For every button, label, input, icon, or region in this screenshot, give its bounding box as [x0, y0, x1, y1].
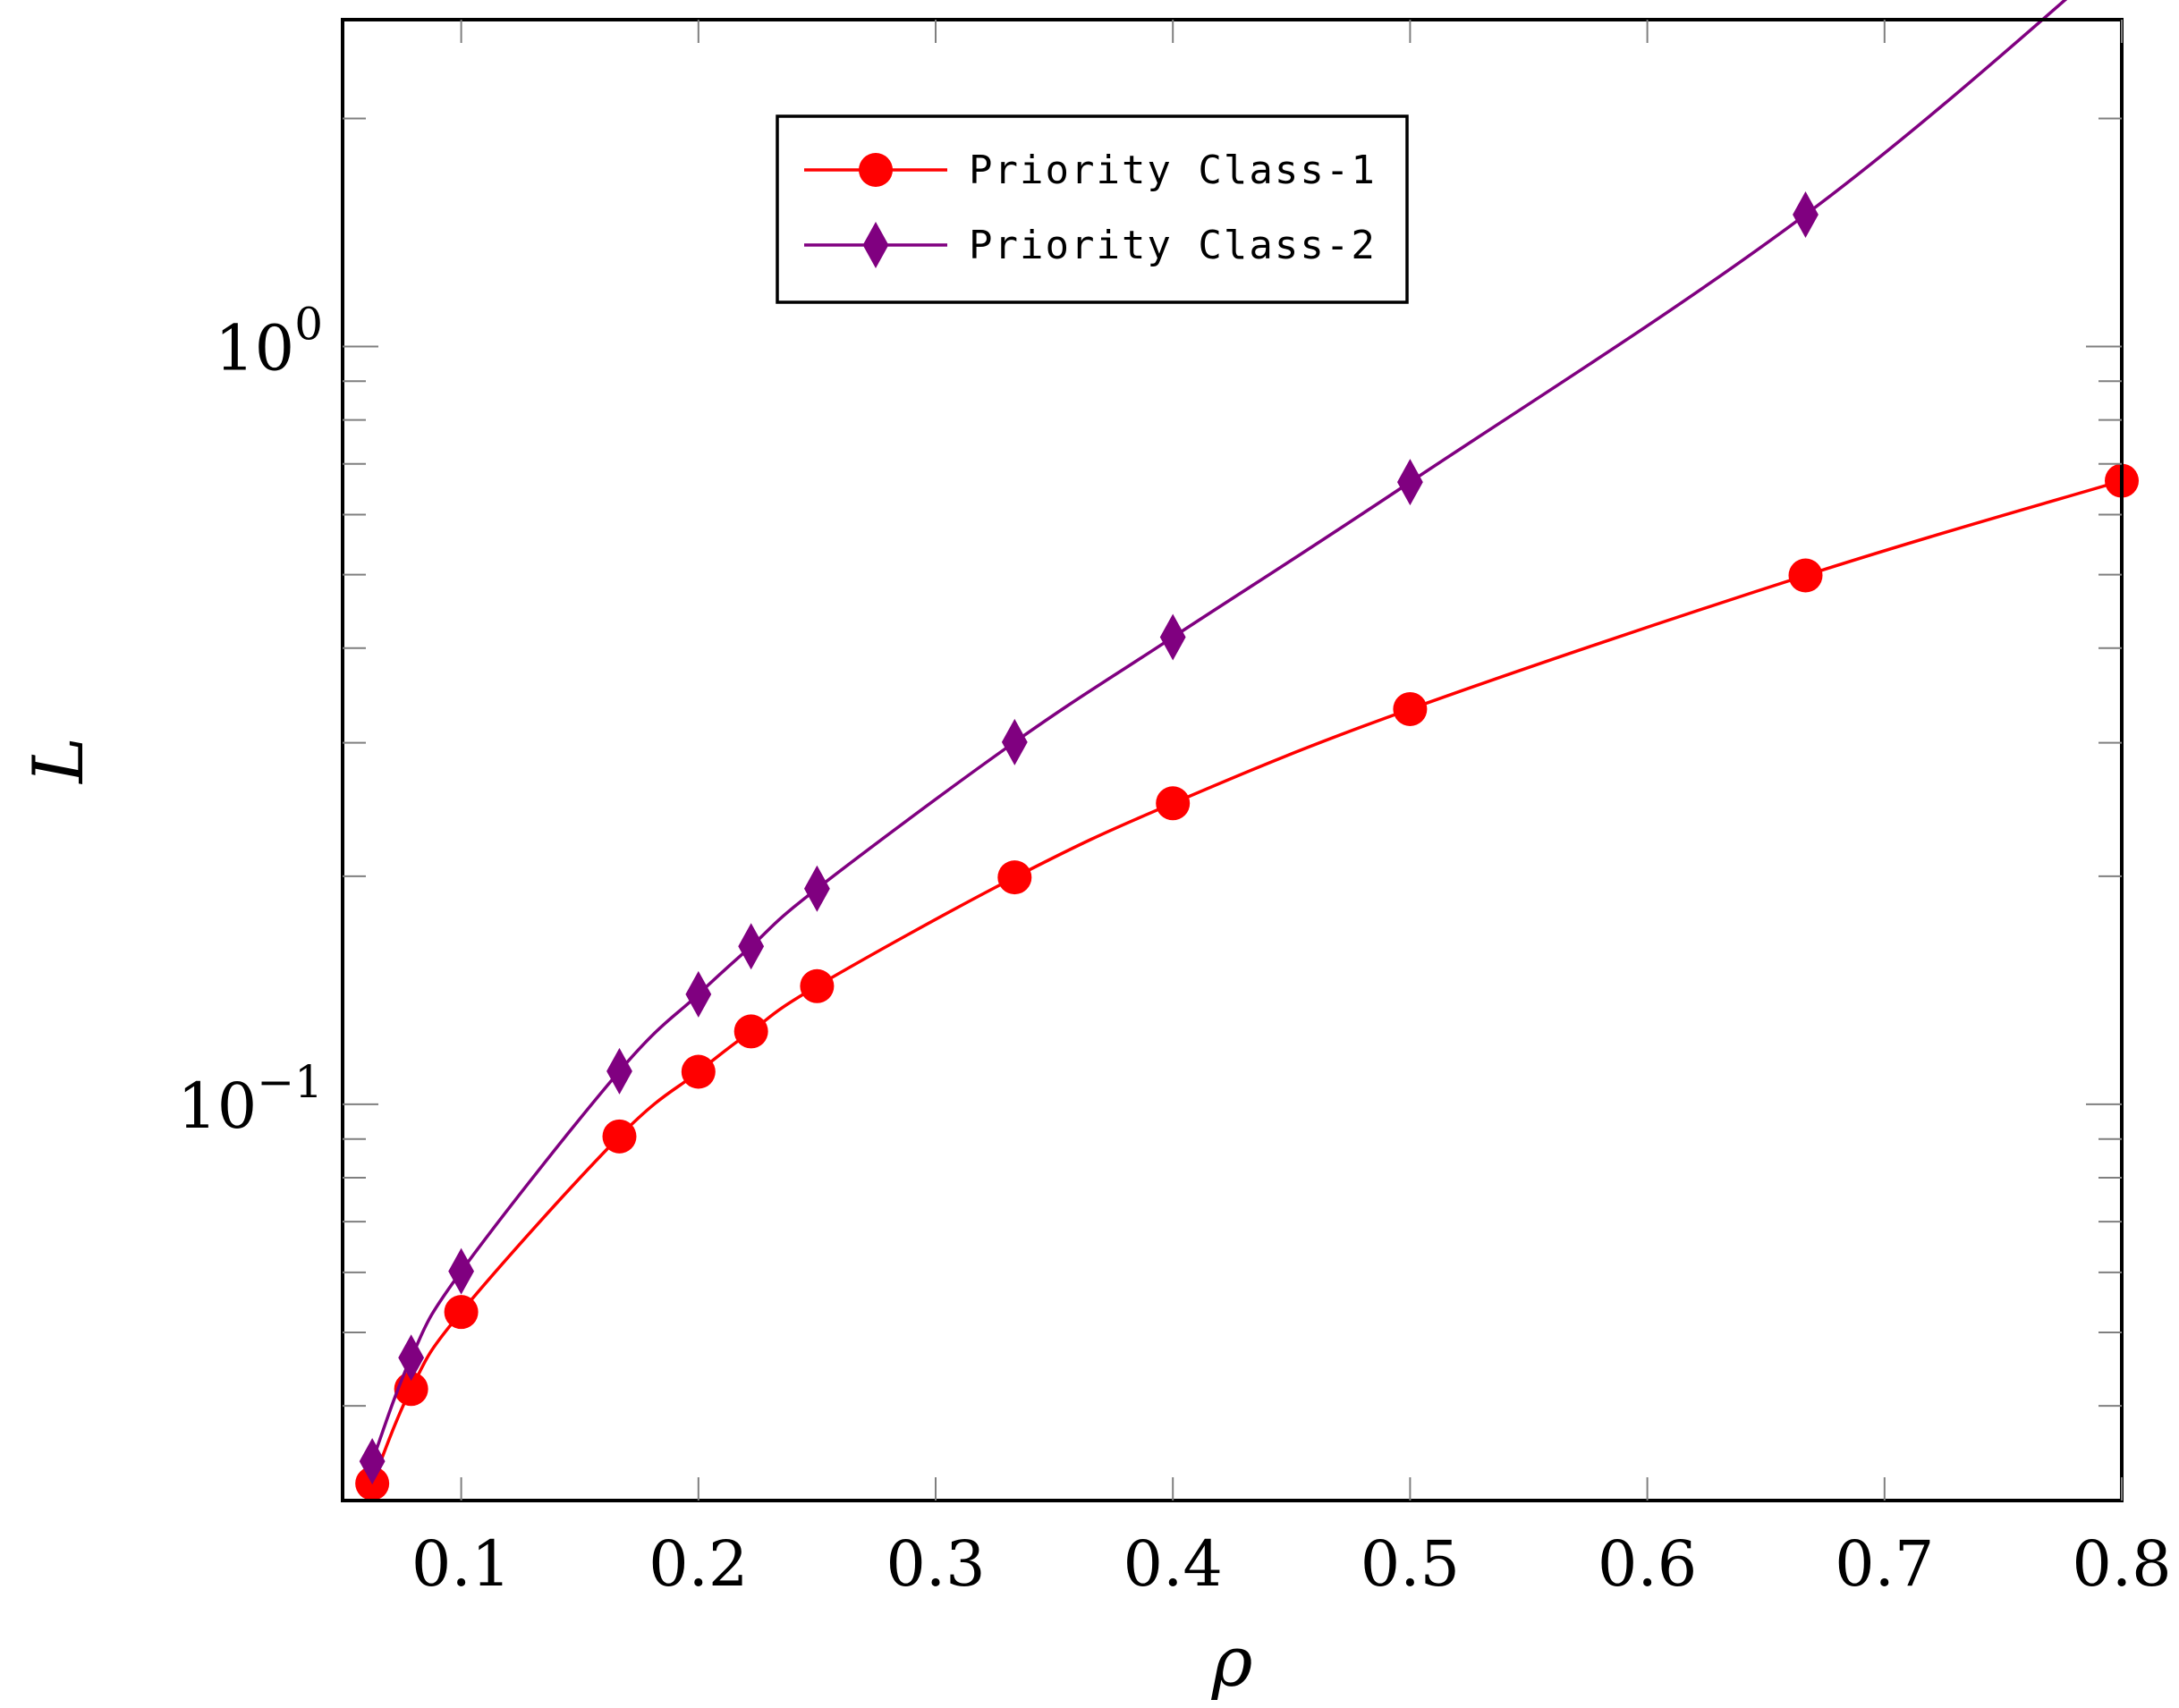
plot-area [355, 0, 2139, 1501]
x-tick-label: 0.4 [1123, 1527, 1223, 1601]
data-point [359, 1438, 386, 1485]
x-tick-label: 0.1 [411, 1527, 511, 1601]
y-tick-exponent: 0 [294, 299, 323, 351]
y-tick-exponent: −1 [257, 1056, 323, 1108]
data-point [602, 1119, 637, 1154]
series-2 [359, 0, 2068, 1485]
series-1 [355, 463, 2139, 1501]
data-point [1788, 558, 1823, 593]
legend: Priority Class-1 Priority Class-2 [776, 114, 1409, 304]
data-point [1393, 691, 1428, 726]
data-point [1159, 613, 1186, 661]
y-tick-label: 10−1 [177, 1056, 323, 1143]
data-point [1397, 459, 1423, 506]
data-point [738, 923, 765, 970]
data-point [804, 865, 830, 912]
series-line [370, 0, 2068, 1462]
data-point [398, 1334, 425, 1382]
legend-marker [862, 222, 889, 268]
x-tick-label: 0.2 [649, 1527, 748, 1601]
plot-frame [341, 18, 2124, 1502]
x-tick-label: 0.3 [886, 1527, 985, 1601]
x-tick-label: 0.7 [1835, 1527, 1934, 1601]
legend-marker [859, 153, 893, 187]
data-point [733, 1014, 768, 1049]
data-point [1793, 191, 1819, 239]
data-point [800, 968, 835, 1003]
legend-box [776, 114, 1409, 304]
x-tick-label: 0.8 [2072, 1527, 2171, 1601]
legend-entry: Priority Class-1 [804, 148, 1377, 193]
data-point [444, 1295, 479, 1330]
legend-label: Priority Class-1 [969, 148, 1377, 193]
data-point [1156, 786, 1191, 821]
x-tick-label: 0.6 [1598, 1527, 1697, 1601]
y-tick-base: 10 [215, 312, 294, 385]
data-point [681, 1054, 716, 1089]
data-point [448, 1247, 474, 1295]
y-tick-base: 10 [177, 1070, 257, 1143]
data-point [606, 1047, 632, 1095]
x-axis-title: ρ [1211, 1622, 1253, 1703]
data-point [685, 970, 712, 1018]
legend-label: Priority Class-2 [969, 223, 1377, 268]
y-tick-label: 100 [215, 299, 323, 385]
legend-entry: Priority Class-2 [804, 222, 1377, 268]
x-tick-label: 0.5 [1361, 1527, 1460, 1601]
series-line [370, 478, 2123, 1484]
y-axis-title: L [19, 737, 99, 785]
data-point [997, 860, 1032, 895]
data-point [1001, 718, 1028, 765]
